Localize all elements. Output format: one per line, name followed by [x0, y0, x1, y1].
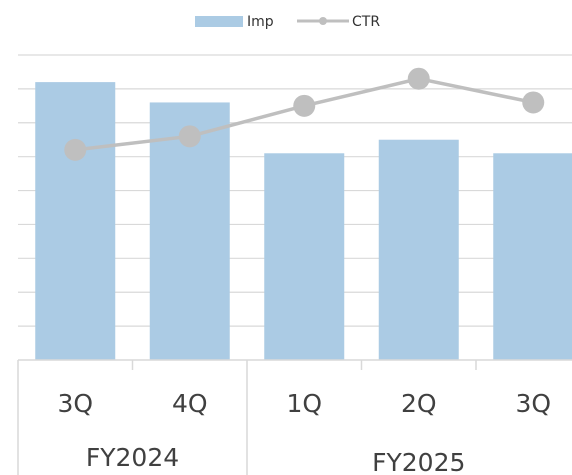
- point-ctr: [64, 138, 87, 161]
- bar-imp: [378, 139, 459, 360]
- x-group-label: FY2025: [372, 448, 465, 475]
- point-ctr: [178, 125, 201, 148]
- x-tick-label: 2Q: [401, 389, 437, 418]
- x-tick-label: 4Q: [172, 389, 208, 418]
- point-ctr: [293, 94, 316, 117]
- line-series: [64, 67, 545, 161]
- legend-label-imp: Imp: [247, 14, 274, 30]
- legend: Imp CTR: [195, 14, 380, 30]
- bar-imp: [493, 153, 572, 360]
- x-tick-label: 1Q: [286, 389, 322, 418]
- bar-series: [35, 82, 572, 360]
- x-tick-label: 3Q: [57, 389, 93, 418]
- bar-imp: [264, 153, 345, 360]
- point-ctr: [407, 67, 430, 90]
- category-axis: 3Q 4Q 1Q 2Q 3Q FY2024 FY2025: [17, 359, 572, 475]
- legend-marker-ctr: [319, 17, 327, 25]
- legend-label-ctr: CTR: [352, 14, 380, 30]
- legend-swatch-imp: [195, 16, 243, 27]
- point-ctr: [522, 91, 545, 114]
- bar-imp: [35, 82, 116, 360]
- x-tick-label: 3Q: [515, 389, 551, 418]
- x-group-label: FY2024: [86, 443, 179, 472]
